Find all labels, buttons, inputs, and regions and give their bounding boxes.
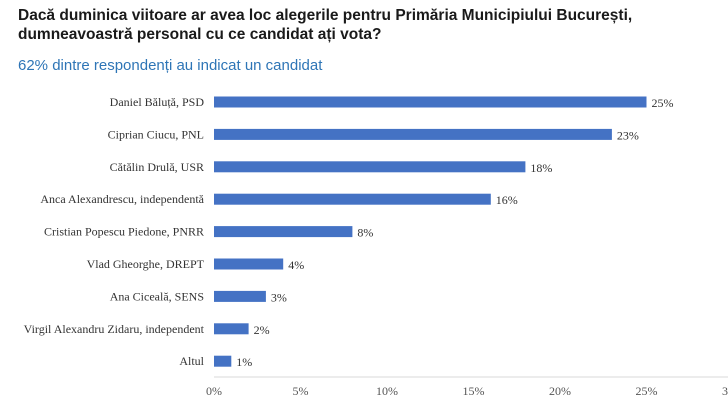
value-label: 23% (617, 128, 639, 142)
value-label: 3% (271, 290, 287, 304)
chart-title: Dacă duminica viitoare ar avea loc alege… (18, 7, 633, 43)
category-label: Ana Ciceală, SENS (110, 289, 204, 303)
bar (214, 290, 266, 302)
category-label: Anca Alexandrescu, independentă (40, 192, 204, 206)
value-label: 25% (652, 96, 674, 110)
category-label: Altul (179, 354, 204, 368)
value-label: 18% (530, 161, 552, 175)
category-label: Ciprian Ciucu, PNL (108, 127, 204, 141)
x-ticks-group: 0% 5% 10% 15% 20% 25% 30% (206, 384, 728, 398)
category-labels-group: Daniel Băluță, PSD Ciprian Ciucu, PNL Cătă… (24, 95, 205, 368)
bar (214, 193, 491, 205)
bar (214, 355, 232, 367)
value-label: 1% (236, 355, 252, 369)
chart-subtitle: 62% dintre respondenți au indicat un can… (18, 57, 323, 74)
value-label: 16% (496, 193, 518, 207)
x-tick-label: 0% (206, 384, 222, 398)
value-labels-group: 25% 23% 18% 16% 8% 4% 3% 2% 1% (236, 96, 673, 369)
category-label: Daniel Băluță, PSD (110, 95, 205, 109)
value-label: 8% (357, 226, 373, 240)
x-tick-label: 15% (463, 384, 485, 398)
x-tick-label: 10% (376, 384, 398, 398)
bar (214, 96, 647, 108)
x-tick-label: 5% (293, 384, 309, 398)
value-label: 4% (288, 258, 304, 272)
x-tick-label: 20% (549, 384, 571, 398)
bar (214, 128, 612, 140)
value-label: 2% (254, 323, 270, 337)
category-label: Vlad Gheorghe, DREPT (87, 257, 205, 271)
bar (214, 161, 526, 173)
bar (214, 323, 249, 335)
x-tick-label: 30% (722, 384, 728, 398)
bar (214, 258, 284, 270)
category-label: Cătălin Drulă, USR (110, 160, 204, 174)
category-label: Cristian Popescu Piedone, PNRR (44, 225, 204, 239)
bars-group (214, 96, 647, 367)
category-label: Virgil Alexandru Zidaru, independent (24, 322, 205, 336)
bar (214, 226, 353, 238)
x-tick-label: 25% (636, 384, 658, 398)
